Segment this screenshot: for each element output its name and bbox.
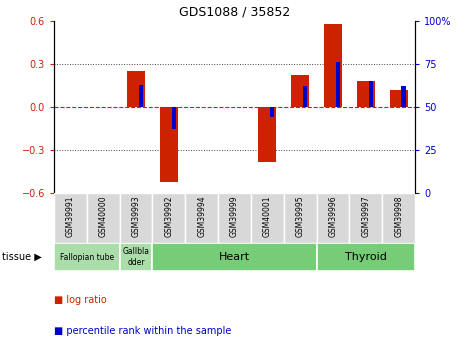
Text: ■ log ratio: ■ log ratio [54, 295, 106, 305]
Bar [54, 243, 120, 271]
Bar [139, 85, 143, 107]
Bar [390, 90, 408, 107]
Text: Thyroid: Thyroid [345, 252, 387, 262]
Bar [291, 75, 309, 107]
Title: GDS1088 / 35852: GDS1088 / 35852 [179, 5, 290, 18]
Text: GSM39994: GSM39994 [197, 196, 206, 237]
Bar [185, 193, 218, 243]
Text: GSM39992: GSM39992 [164, 196, 174, 237]
Bar [324, 23, 342, 107]
Text: GSM39991: GSM39991 [66, 196, 75, 237]
Text: Heart: Heart [219, 252, 250, 262]
Bar [218, 193, 251, 243]
Bar [258, 107, 276, 161]
Text: tissue ▶: tissue ▶ [2, 252, 42, 262]
Bar [172, 107, 176, 129]
Text: GSM39993: GSM39993 [131, 196, 141, 237]
Text: GSM40000: GSM40000 [98, 196, 108, 237]
Bar [382, 193, 415, 243]
Bar [152, 193, 185, 243]
Text: GSM39999: GSM39999 [230, 196, 239, 237]
Text: GSM39996: GSM39996 [328, 196, 338, 237]
Bar [317, 243, 415, 271]
Text: GSM39997: GSM39997 [361, 196, 371, 237]
Bar [120, 193, 152, 243]
Text: GSM39998: GSM39998 [394, 196, 403, 237]
Bar [152, 243, 317, 271]
Bar [251, 193, 284, 243]
Text: GSM39995: GSM39995 [295, 196, 305, 237]
Text: Fallopian tube: Fallopian tube [60, 253, 114, 262]
Bar [336, 62, 340, 107]
Text: ■ percentile rank within the sample: ■ percentile rank within the sample [54, 326, 231, 336]
Bar [127, 71, 145, 107]
Bar [401, 86, 406, 107]
Bar [160, 107, 178, 182]
Bar [303, 86, 307, 107]
Text: Gallbla
dder: Gallbla dder [122, 247, 150, 267]
Bar [317, 193, 349, 243]
Bar [369, 81, 373, 107]
Bar [349, 193, 382, 243]
Bar [270, 107, 274, 117]
Bar [87, 193, 120, 243]
Text: GSM40001: GSM40001 [263, 196, 272, 237]
Bar [357, 81, 375, 107]
Bar [284, 193, 317, 243]
Bar [120, 243, 152, 271]
Bar [54, 193, 87, 243]
